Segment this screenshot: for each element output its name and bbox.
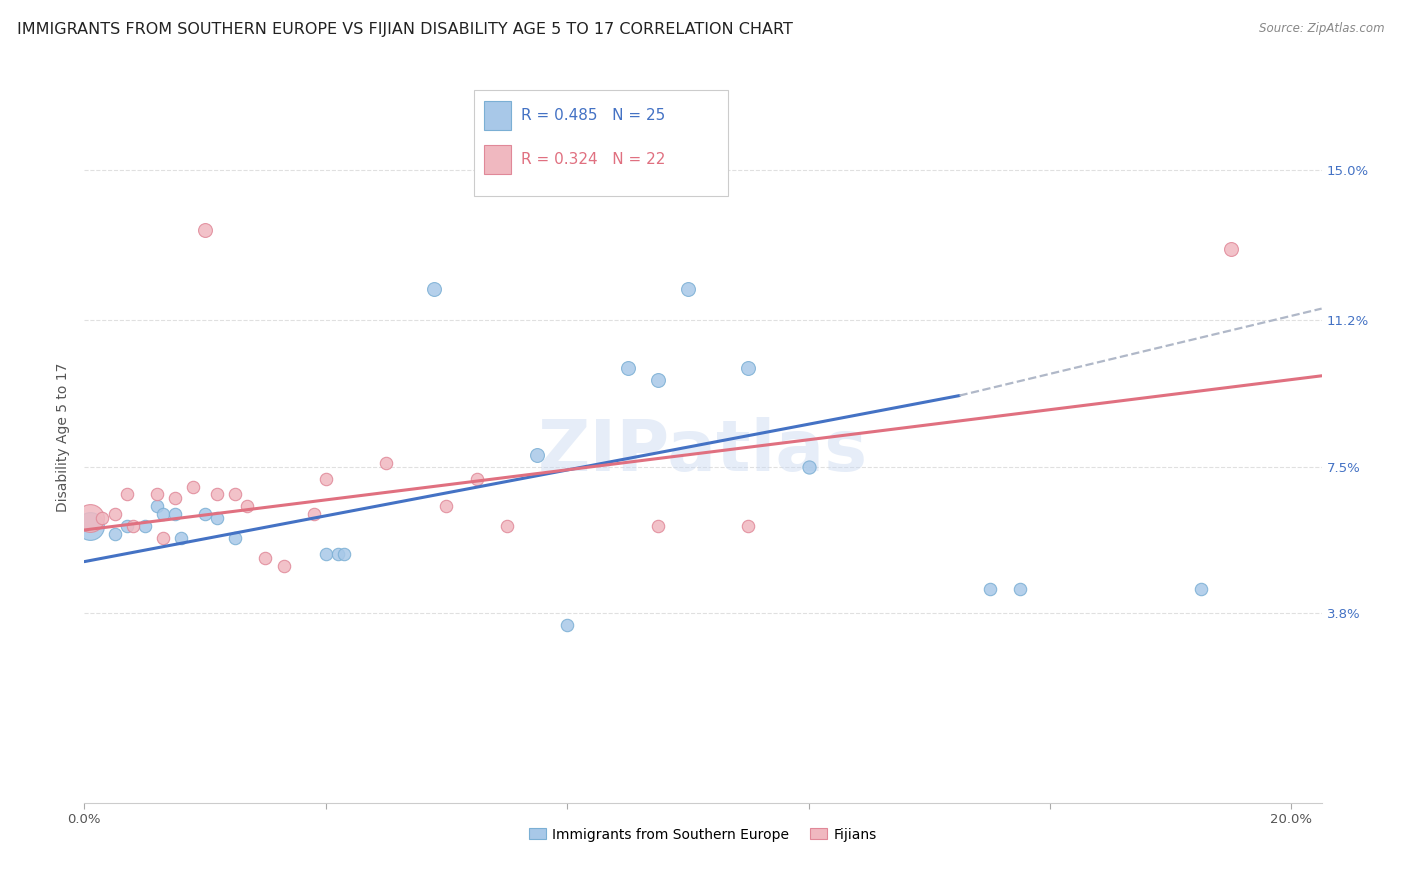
Point [134, 519, 156, 533]
Point [465, 472, 488, 486]
Point [436, 500, 458, 514]
Point [1220, 242, 1243, 256]
Text: IMMIGRANTS FROM SOUTHERN EUROPE VS FIJIAN DISABILITY AGE 5 TO 17 CORRELATION CHA: IMMIGRANTS FROM SOUTHERN EUROPE VS FIJIA… [17, 22, 793, 37]
FancyBboxPatch shape [484, 145, 512, 174]
Point [121, 519, 143, 533]
Point [315, 472, 337, 486]
Point [1008, 582, 1031, 597]
Text: R = 0.485   N = 25: R = 0.485 N = 25 [522, 108, 665, 123]
Point [146, 487, 169, 501]
Point [79, 511, 101, 525]
Point [326, 547, 349, 561]
Point [526, 448, 548, 462]
Text: ZIPatlas: ZIPatlas [538, 417, 868, 486]
Point [181, 479, 204, 493]
Point [194, 507, 217, 521]
Legend: Immigrants from Southern Europe, Fijians: Immigrants from Southern Europe, Fijians [523, 822, 883, 847]
Point [103, 507, 125, 521]
Point [224, 487, 246, 501]
Point [1189, 582, 1212, 597]
Point [115, 487, 138, 501]
Point [797, 459, 820, 474]
Point [205, 487, 228, 501]
Point [737, 519, 759, 533]
Point [163, 507, 186, 521]
Point [194, 222, 217, 236]
Point [979, 582, 1001, 597]
Point [647, 373, 669, 387]
Point [236, 500, 259, 514]
Point [423, 282, 446, 296]
Point [103, 527, 125, 541]
Point [152, 507, 174, 521]
Point [79, 519, 101, 533]
Text: Source: ZipAtlas.com: Source: ZipAtlas.com [1260, 22, 1385, 36]
FancyBboxPatch shape [474, 90, 728, 195]
Text: R = 0.324   N = 22: R = 0.324 N = 22 [522, 152, 665, 167]
Point [115, 519, 138, 533]
Point [163, 491, 186, 506]
Point [273, 558, 295, 573]
Point [616, 360, 638, 375]
Point [333, 547, 356, 561]
Point [224, 531, 246, 545]
Point [737, 360, 759, 375]
Point [315, 547, 337, 561]
Point [647, 519, 669, 533]
Point [91, 511, 114, 525]
FancyBboxPatch shape [484, 101, 512, 130]
Point [555, 618, 578, 632]
Point [375, 456, 398, 470]
Y-axis label: Disability Age 5 to 17: Disability Age 5 to 17 [56, 362, 70, 512]
Point [495, 519, 517, 533]
Point [676, 282, 699, 296]
Point [254, 550, 277, 565]
Point [170, 531, 193, 545]
Point [302, 507, 325, 521]
Point [152, 531, 174, 545]
Point [205, 511, 228, 525]
Point [146, 500, 169, 514]
